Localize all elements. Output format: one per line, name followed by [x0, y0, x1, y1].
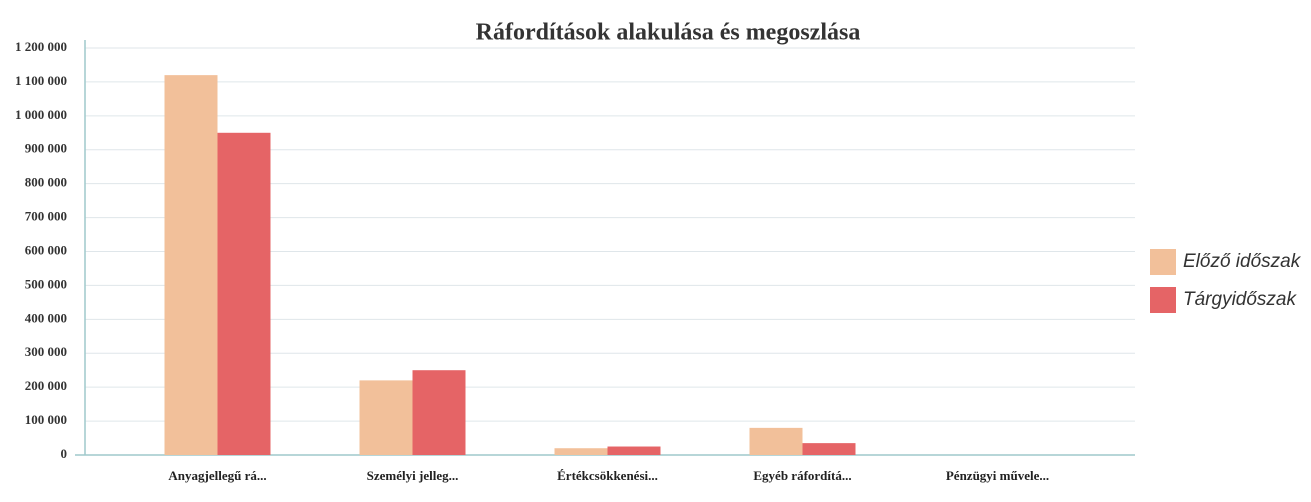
x-tick-label: Anyagjellegű rá... — [168, 468, 266, 483]
y-tick-label: 700 000 — [25, 209, 67, 224]
bar — [359, 380, 413, 455]
chart-title: Ráfordítások alakulása és megoszlása — [476, 20, 861, 46]
bar — [554, 448, 608, 455]
bar — [802, 443, 856, 455]
y-tick-label: 300 000 — [25, 344, 67, 359]
x-tick-label: Személyi jelleg... — [367, 468, 459, 483]
x-tick-label: Értékcsökkenési... — [557, 468, 658, 483]
y-tick-label: 200 000 — [25, 378, 67, 393]
y-tick-label: 600 000 — [25, 242, 67, 257]
y-tick-label: 900 000 — [25, 141, 67, 156]
bar — [412, 370, 466, 455]
bar — [164, 75, 218, 455]
x-tick-label: Egyéb ráfordítá... — [753, 468, 851, 483]
legend-swatch — [1150, 249, 1176, 275]
legend-label: Tárgyidőszak — [1183, 289, 1297, 310]
bar — [607, 446, 661, 455]
bar — [217, 132, 271, 455]
legend-swatch — [1150, 287, 1176, 313]
y-tick-label: 400 000 — [25, 310, 67, 325]
y-tick-label: 1 200 000 — [15, 39, 67, 54]
x-tick-label: Pénzügyi művele... — [946, 468, 1049, 483]
y-tick-label: 1 000 000 — [15, 107, 67, 122]
bar — [749, 427, 803, 455]
y-tick-label: 100 000 — [25, 412, 67, 427]
legend-label: Előző időszak — [1183, 251, 1302, 272]
y-tick-label: 1 100 000 — [15, 73, 67, 88]
y-tick-label: 500 000 — [25, 276, 67, 291]
y-tick-label: 0 — [61, 446, 68, 461]
y-tick-label: 800 000 — [25, 175, 67, 190]
